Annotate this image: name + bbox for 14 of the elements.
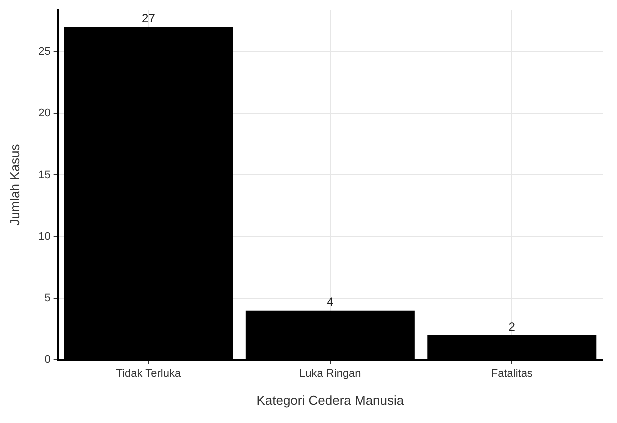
y-tick-label: 20: [38, 108, 51, 120]
x-tick-label: Tidak Terluka: [116, 368, 182, 380]
data-label: 2: [508, 320, 516, 334]
y-tick-label: 5: [44, 292, 51, 305]
y-tick-label: 0: [44, 354, 51, 366]
x-axis-title: Kategori Cedera Manusia: [256, 392, 405, 408]
y-axis-title: Jumlah Kasus: [7, 144, 22, 226]
x-tick-label: Fatalitas: [491, 368, 534, 380]
y-tick-label: 10: [38, 230, 51, 243]
data-label: 4: [327, 295, 334, 310]
data-label: 27: [142, 12, 156, 26]
y-tick-label: 25: [38, 46, 51, 58]
x-tick-label: Luka Ringan: [300, 368, 362, 380]
y-tick-label: 15: [38, 169, 51, 182]
